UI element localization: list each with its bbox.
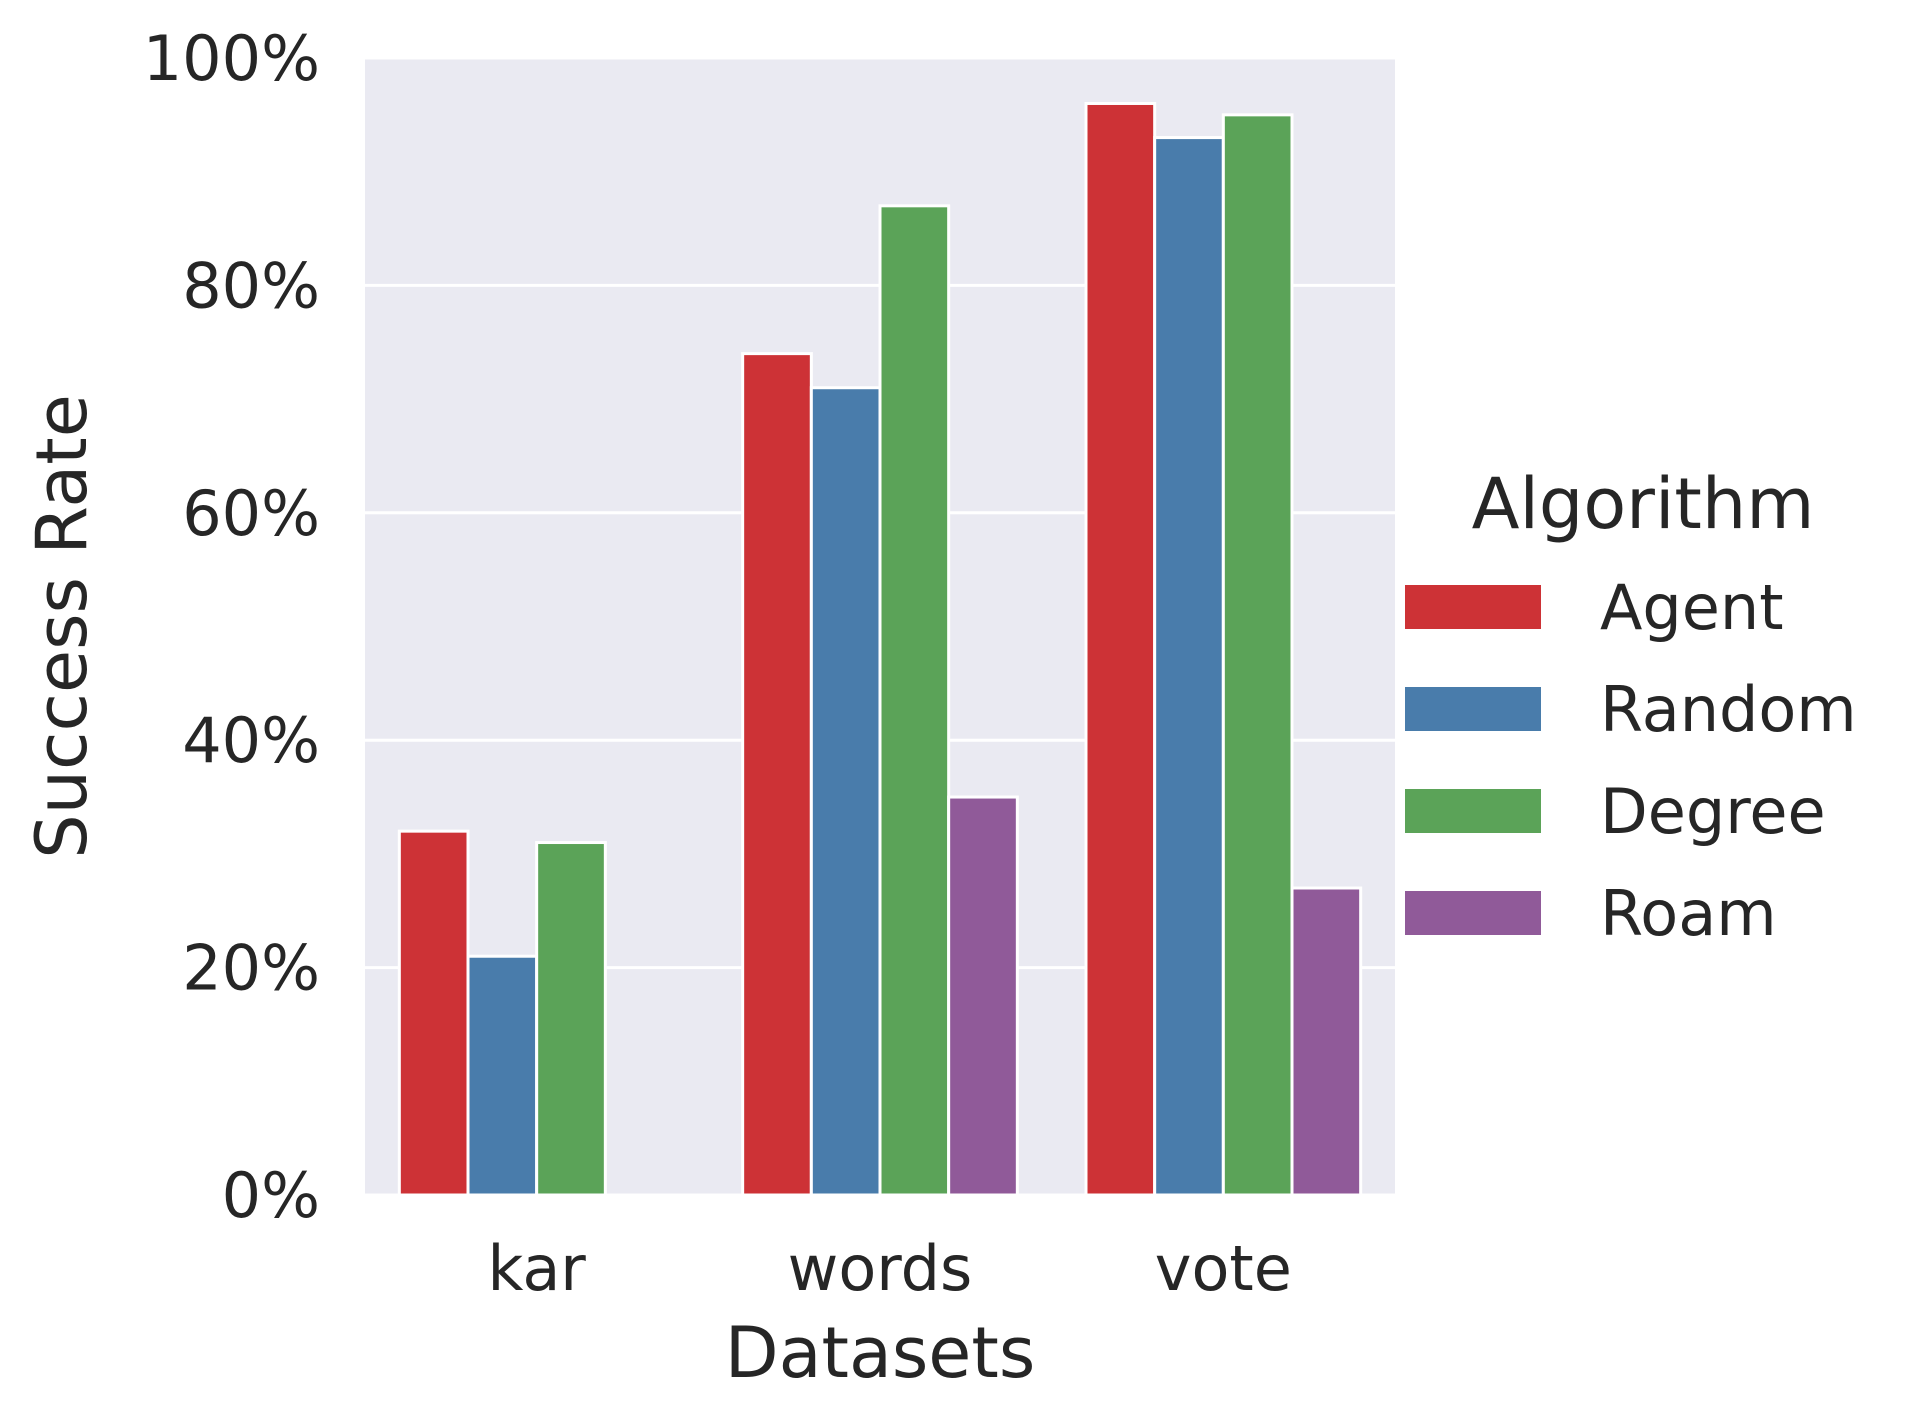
y-tick-label: 20% bbox=[182, 932, 320, 1005]
y-tick-label: 80% bbox=[182, 249, 320, 322]
bar-degree-vote bbox=[1221, 113, 1294, 1197]
x-tick-label: kar bbox=[488, 1232, 587, 1305]
x-axis-title: Datasets bbox=[725, 1312, 1036, 1394]
y-tick-labels: 0% 20% 40% 60% 80% 100% bbox=[143, 22, 320, 1232]
x-tick-label: words bbox=[788, 1232, 973, 1305]
y-tick-label: 40% bbox=[182, 704, 320, 777]
legend-items: Agent Random Degree Roam bbox=[1405, 571, 1857, 950]
bar-random-kar bbox=[466, 954, 539, 1197]
y-tick-label: 60% bbox=[182, 477, 320, 550]
legend-swatch-degree bbox=[1405, 789, 1541, 833]
bar-agent-kar bbox=[397, 829, 470, 1197]
legend-swatch-agent bbox=[1405, 585, 1541, 629]
legend-swatch-random bbox=[1405, 687, 1541, 731]
bar-agent-vote bbox=[1084, 101, 1157, 1197]
legend-label-agent: Agent bbox=[1600, 571, 1784, 644]
x-tick-labels: kar words vote bbox=[488, 1232, 1292, 1305]
y-axis-title: Success Rate bbox=[21, 394, 103, 859]
bar-roam-vote bbox=[1290, 886, 1363, 1197]
bar-random-words bbox=[809, 386, 882, 1197]
legend-title: Algorithm bbox=[1472, 463, 1815, 545]
y-tick-label: 100% bbox=[143, 22, 320, 95]
bar-roam-words bbox=[947, 795, 1019, 1197]
legend-label-random: Random bbox=[1600, 673, 1857, 746]
legend-label-degree: Degree bbox=[1600, 775, 1826, 848]
legend-swatch-roam bbox=[1405, 891, 1541, 935]
bar-random-vote bbox=[1153, 136, 1225, 1197]
x-tick-label: vote bbox=[1155, 1232, 1292, 1305]
bar-agent-words bbox=[741, 352, 813, 1197]
bars bbox=[397, 101, 1363, 1197]
legend: Algorithm Agent Random Degree Roam bbox=[1405, 463, 1857, 950]
y-tick-label: 0% bbox=[222, 1159, 320, 1232]
legend-label-roam: Roam bbox=[1600, 877, 1777, 950]
bar-degree-words bbox=[878, 204, 951, 1197]
bar-degree-kar bbox=[535, 841, 607, 1197]
